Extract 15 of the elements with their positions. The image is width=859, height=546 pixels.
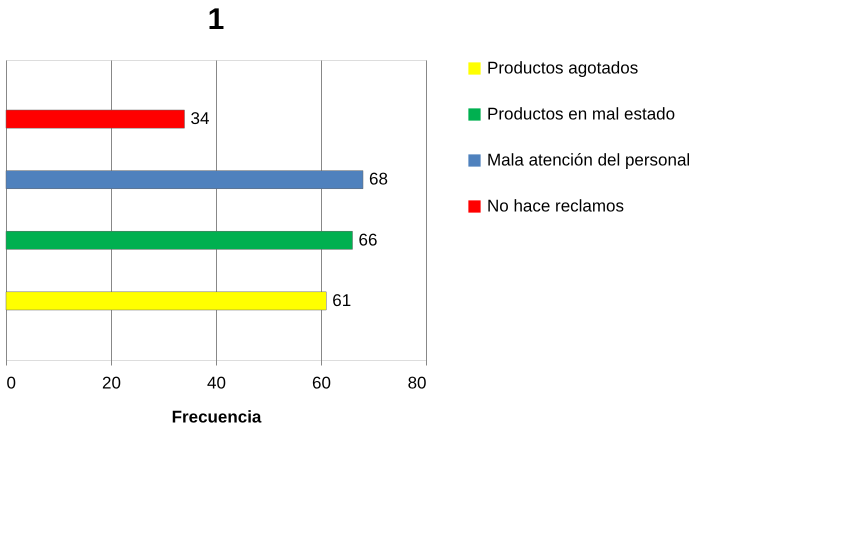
- x-tick-label: 40: [207, 374, 226, 392]
- chart-title: 1: [208, 3, 224, 36]
- x-tick-label: 60: [312, 374, 331, 392]
- x-tick-label: 20: [102, 374, 121, 392]
- legend-label: Productos en mal estado: [487, 104, 676, 124]
- legend-label: No hace reclamos: [487, 196, 624, 216]
- data-label: 34: [190, 109, 210, 128]
- data-label: 66: [358, 230, 378, 250]
- x-tick-label: 80: [408, 374, 426, 392]
- x-tick-label: 0: [6, 374, 16, 392]
- data-label: 68: [369, 170, 388, 189]
- legend-label: Mala atención del personal: [487, 150, 690, 170]
- x-axis-title: Frecuencia: [172, 408, 262, 426]
- data-label: 61: [332, 290, 352, 310]
- legend-label: Productos agotados: [487, 58, 638, 78]
